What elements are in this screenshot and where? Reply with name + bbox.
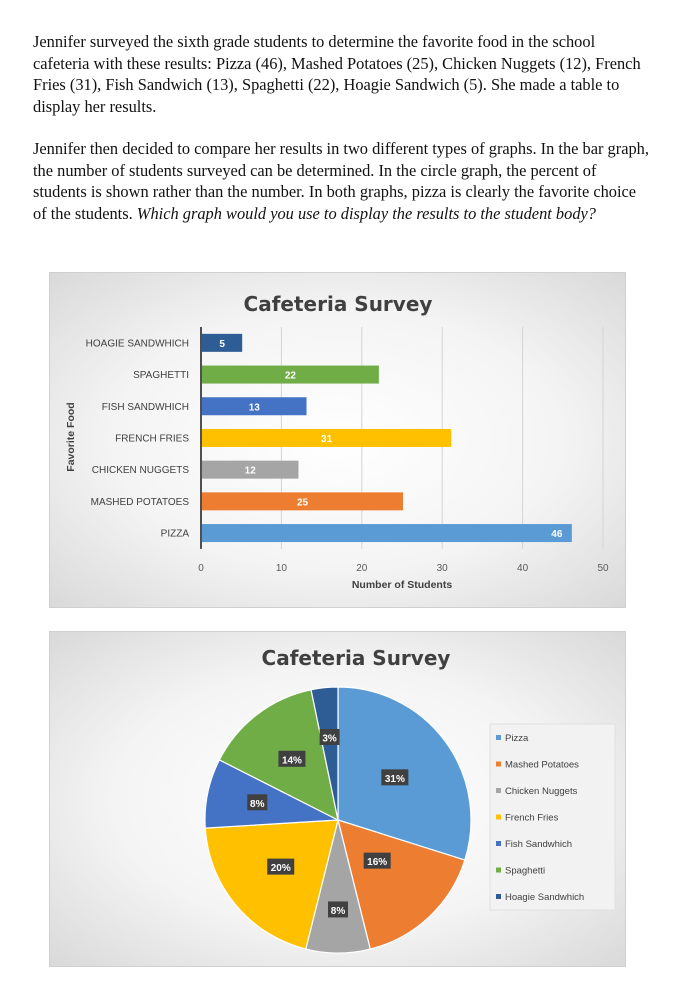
pie-chart-panel: Cafeteria Survey 31% 16% 8% 20% 8% 14% 3% Pizza M… [49, 631, 626, 967]
pie-slice [204, 819, 339, 950]
y-tick-label: CHICKEN NUGGETS [92, 465, 190, 476]
legend-swatch [496, 814, 501, 820]
legend-label: French Fries [505, 813, 559, 824]
pie-chart: Cafeteria Survey 31% 16% 8% 20% 8% 14% 3% Pizza M… [204, 646, 616, 954]
x-tick-label: 50 [597, 563, 609, 574]
percent-label-box [267, 858, 295, 875]
data-label: 31 [321, 434, 333, 445]
bar [202, 524, 572, 543]
y-tick-label: PIZZA [161, 529, 190, 540]
data-label: 5 [219, 339, 225, 350]
percent-label-box [328, 901, 348, 918]
y-tick-label: FRENCH FRIES [115, 433, 189, 444]
data-label: 13 [249, 402, 261, 413]
bar-chart-panel: Cafeteria Survey 0 10 20 30 40 50 HOAGIE SANDWH… [49, 272, 626, 608]
x-axis-title: Number of Students [352, 579, 452, 591]
intro-paragraph-1: Jennifer surveyed the sixth grade studen… [33, 32, 641, 116]
percent-label: 8% [331, 906, 346, 917]
percent-label: 16% [367, 857, 387, 868]
x-tick-label: 30 [437, 563, 449, 574]
percent-label: 8% [250, 799, 265, 810]
bar-chart: Cafeteria Survey 0 10 20 30 40 50 HOAGIE SANDWH… [65, 292, 609, 591]
intro-question: Which graph would you use to display the… [136, 203, 596, 223]
bar [202, 365, 379, 384]
legend-swatch [496, 788, 501, 793]
data-label: 46 [551, 529, 563, 540]
pie-slice [310, 686, 339, 821]
bar [202, 397, 307, 416]
pie-slice [337, 819, 466, 950]
percent-label: 31% [385, 774, 405, 785]
bar [202, 460, 299, 479]
legend-box [489, 723, 616, 911]
percent-label: 20% [271, 863, 291, 874]
legend-label: Pizza [505, 733, 529, 744]
x-tick-label: 20 [356, 563, 368, 574]
bar [202, 333, 243, 352]
legend-label: Chicken Nuggets [505, 786, 578, 797]
percent-label: 14% [282, 755, 302, 766]
legend-label: Hoagie Sandwhich [505, 892, 584, 903]
bar [202, 428, 452, 447]
legend-swatch [496, 735, 501, 740]
legend-label: Spaghetti [505, 866, 545, 877]
y-tick-label: SPAGHETTI [133, 370, 189, 381]
percent-label-box [247, 794, 268, 811]
legend-label: Mashed Potatoes [505, 760, 579, 771]
percent-label: 3% [322, 733, 337, 744]
x-tick-label: 10 [276, 563, 288, 574]
percent-label-box [381, 769, 409, 786]
bar [202, 492, 403, 511]
x-tick-label: 0 [198, 563, 204, 574]
y-tick-label: FISH SANDWHICH [102, 402, 189, 413]
percent-label-box [363, 852, 391, 869]
legend-swatch [496, 841, 501, 846]
percent-label-box [319, 728, 340, 745]
y-axis-title: Favorite Food [65, 402, 77, 471]
legend-swatch [496, 761, 501, 767]
intro-paragraph-2: Jennifer then decided to compare her res… [33, 138, 653, 224]
x-tick-label: 40 [517, 563, 529, 574]
chart-title: Cafeteria Survey [244, 292, 433, 316]
y-tick-label: HOAGIE SANDWHICH [86, 338, 189, 349]
data-label: 12 [245, 466, 257, 477]
y-tick-label: MASHED POTATOES [91, 497, 190, 508]
data-label: 25 [297, 497, 309, 508]
legend-label: Fish Sandwhich [505, 839, 572, 850]
legend-swatch [496, 894, 501, 899]
data-label: 22 [285, 371, 297, 382]
chart-title: Cafeteria Survey [262, 646, 451, 670]
percent-label-box [278, 750, 306, 767]
legend-swatch [496, 867, 501, 873]
intro-paragraph-2-text: Jennifer then decided to compare her res… [33, 139, 649, 223]
